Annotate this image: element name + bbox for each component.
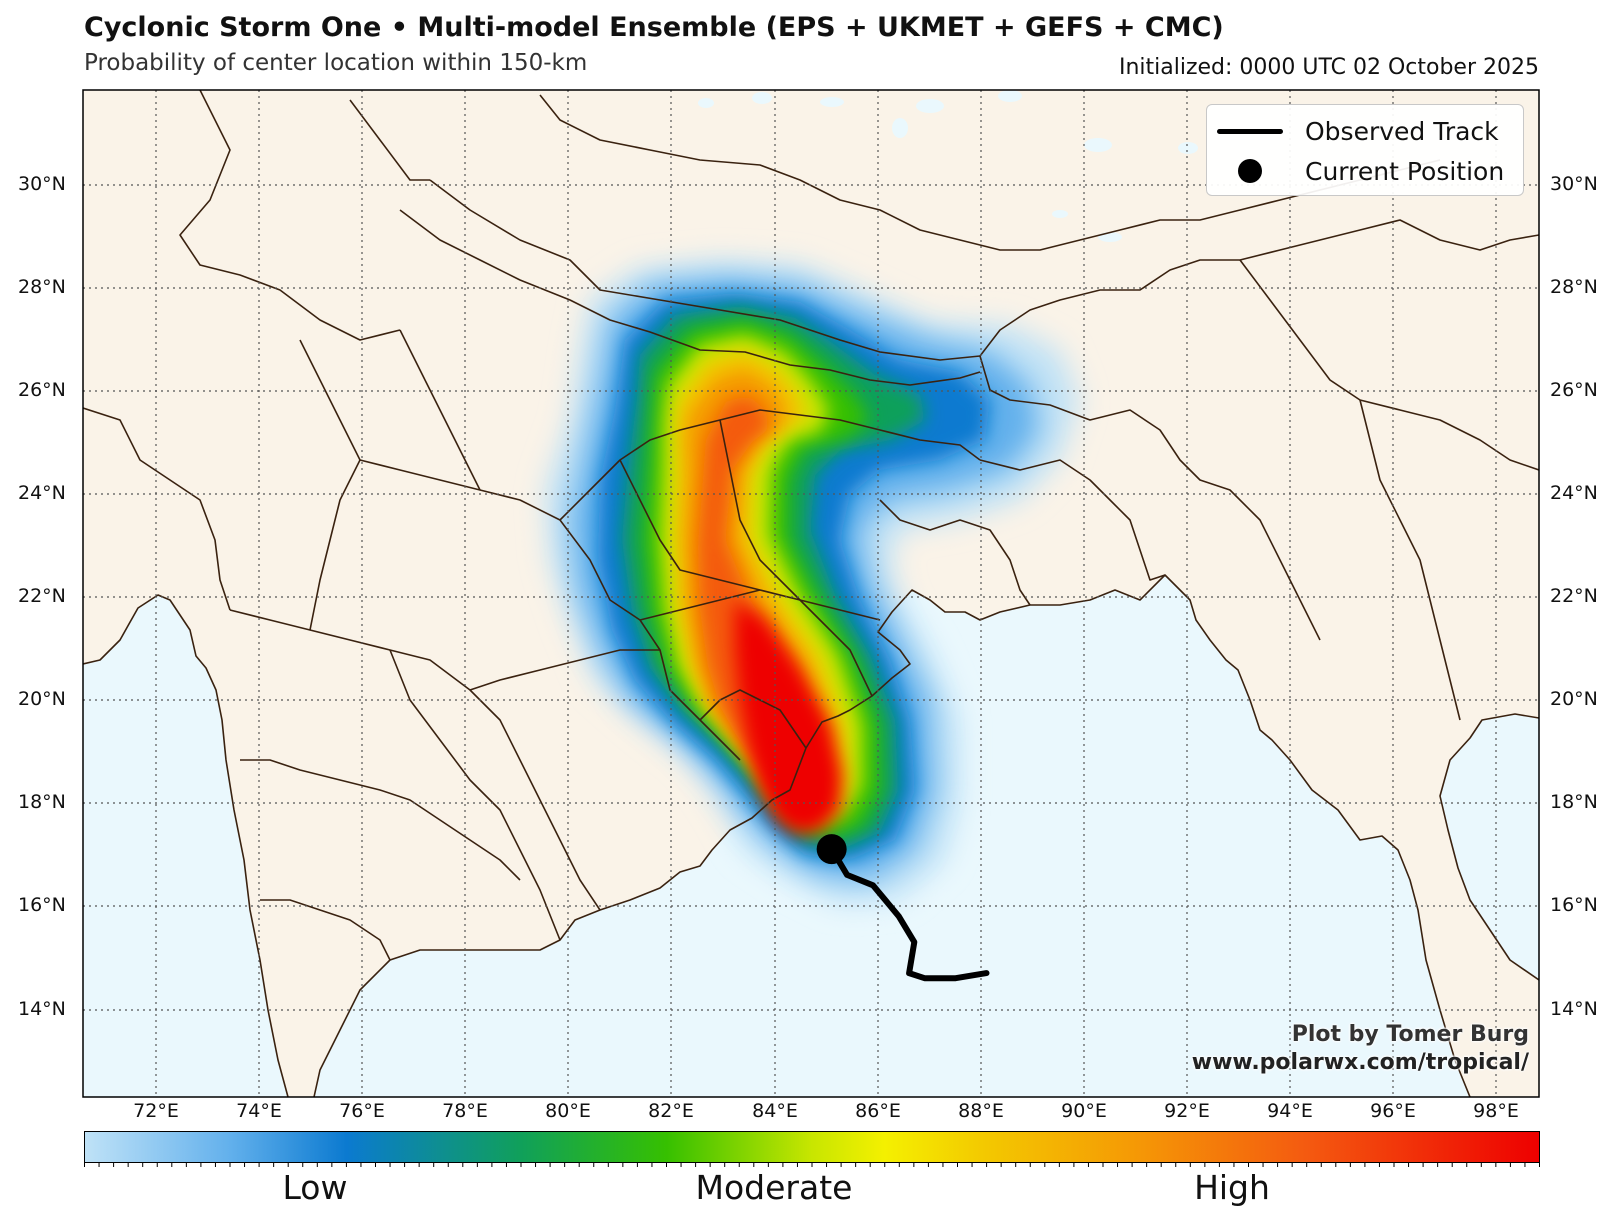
lon-label: 86°E xyxy=(855,1100,901,1122)
probability-colorbar xyxy=(84,1131,1540,1163)
lon-label: 94°E xyxy=(1267,1100,1313,1122)
lat-label-left: 24°N xyxy=(18,482,66,504)
lon-label: 72°E xyxy=(133,1100,179,1122)
dot-swatch xyxy=(1238,159,1262,183)
lat-label-left: 30°N xyxy=(18,173,66,195)
lon-label: 76°E xyxy=(339,1100,385,1122)
lat-label-right: 20°N xyxy=(1550,688,1598,710)
lat-label-left: 14°N xyxy=(18,998,66,1020)
lon-label: 84°E xyxy=(752,1100,798,1122)
lat-label-right: 24°N xyxy=(1550,482,1598,504)
legend-label: Current Position xyxy=(1305,156,1505,186)
lon-label: 90°E xyxy=(1061,1100,1107,1122)
current-position-marker xyxy=(816,834,847,865)
himalaya-lakes xyxy=(698,90,1198,242)
lat-label-left: 22°N xyxy=(18,585,66,607)
credit-url: www.polarwx.com/tropical/ xyxy=(1191,1050,1529,1075)
lon-label: 82°E xyxy=(648,1100,694,1122)
lon-label: 88°E xyxy=(958,1100,1004,1122)
lon-label: 96°E xyxy=(1370,1100,1416,1122)
colorbar-label-low: Low xyxy=(282,1168,348,1207)
lon-label: 78°E xyxy=(442,1100,488,1122)
lat-label-right: 22°N xyxy=(1550,585,1598,607)
lat-label-left: 18°N xyxy=(18,791,66,813)
observed-track-line xyxy=(828,846,990,982)
track-line-swatch xyxy=(1217,128,1283,134)
map-legend: Observed Track Current Position xyxy=(1206,104,1524,196)
lat-label-right: 30°N xyxy=(1550,173,1598,195)
lat-label-right: 28°N xyxy=(1550,276,1598,298)
lon-label: 74°E xyxy=(236,1100,282,1122)
lat-label-left: 28°N xyxy=(18,276,66,298)
lat-label-right: 18°N xyxy=(1550,791,1598,813)
chart-title: Cyclonic Storm One • Multi-model Ensembl… xyxy=(84,12,1224,43)
lon-label: 98°E xyxy=(1473,1100,1519,1122)
lat-label-right: 16°N xyxy=(1550,894,1598,916)
colorbar-label-moderate: Moderate xyxy=(695,1168,853,1207)
map-frame xyxy=(82,89,1540,1098)
lat-label-left: 16°N xyxy=(18,894,66,916)
lat-label-right: 26°N xyxy=(1550,379,1598,401)
colorbar-label-high: High xyxy=(1194,1168,1270,1207)
initialized-time: Initialized: 0000 UTC 02 October 2025 xyxy=(1118,55,1539,80)
legend-label: Observed Track xyxy=(1305,116,1499,146)
lat-label-right: 14°N xyxy=(1550,998,1598,1020)
lon-label: 92°E xyxy=(1164,1100,1210,1122)
credit-author: Plot by Tomer Burg xyxy=(1291,1022,1529,1047)
legend-item-track: Observed Track xyxy=(1217,113,1499,149)
lat-label-left: 20°N xyxy=(18,688,66,710)
chart-subtitle: Probability of center location within 15… xyxy=(84,50,588,76)
legend-item-position: Current Position xyxy=(1217,153,1504,189)
boundaries xyxy=(83,90,1539,1097)
lat-label-left: 26°N xyxy=(18,379,66,401)
colorbar-ticks xyxy=(84,1162,1540,1167)
lon-label: 80°E xyxy=(545,1100,591,1122)
